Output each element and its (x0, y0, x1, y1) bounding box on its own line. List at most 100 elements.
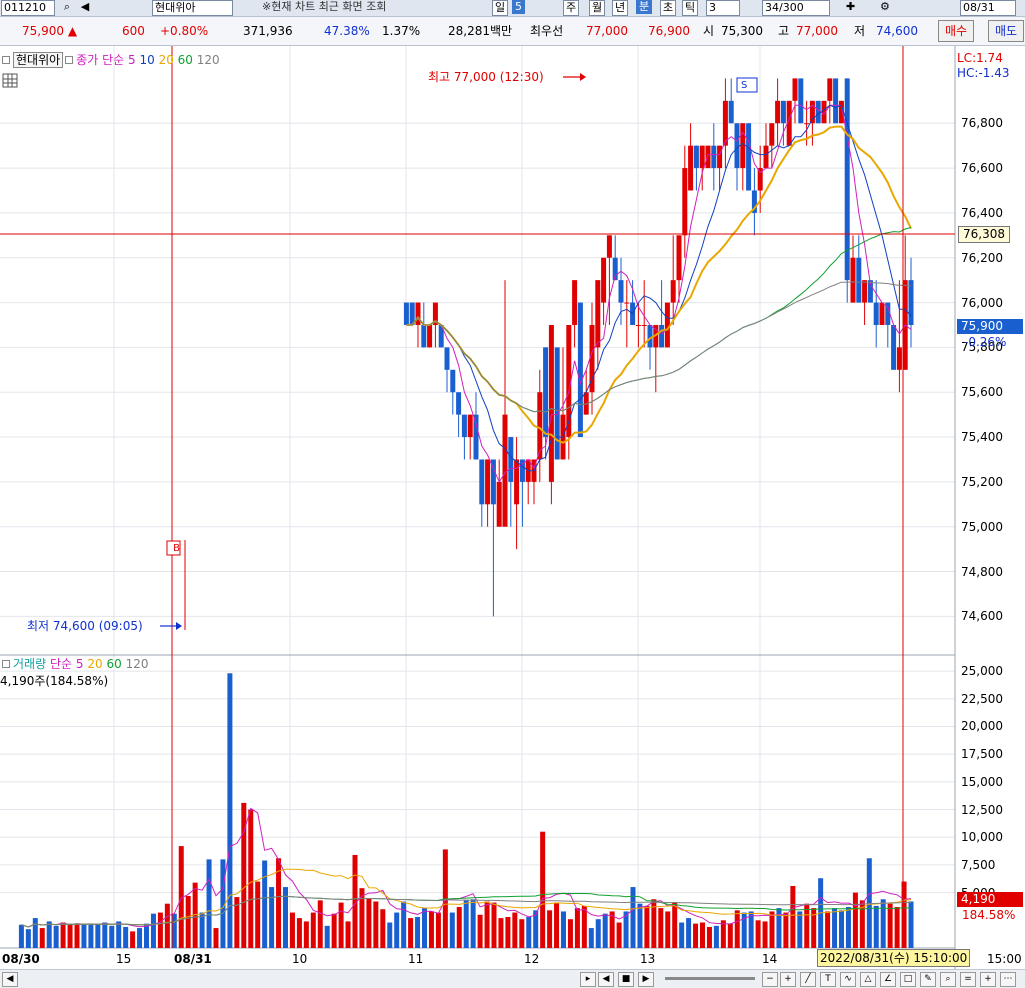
interval-input[interactable]: 3 (706, 0, 740, 16)
period-tab-month[interactable]: 월 (589, 0, 606, 16)
legend-ma20: 20 (158, 53, 174, 67)
volume-tick-label: 12,500 (961, 802, 1003, 817)
stop-icon[interactable]: ■ (618, 972, 634, 987)
scroll-slider[interactable] (665, 977, 755, 980)
scroll-left-icon[interactable]: ◀ (2, 972, 18, 987)
volume-bar (734, 910, 740, 948)
search-icon[interactable]: ⌕ (63, 0, 71, 13)
prev-stock-icon[interactable]: ◀ (80, 0, 90, 13)
first-page-icon[interactable]: ◀ (598, 972, 614, 987)
sell-button[interactable]: 매도 (988, 20, 1025, 42)
volume-bar (164, 903, 170, 948)
volume-readout: 4,190주(184.58%) (0, 674, 109, 688)
date-input[interactable]: 08/31 (960, 0, 1016, 16)
volume-bar (88, 924, 94, 948)
volume-bar (637, 903, 643, 948)
period-tab-second[interactable]: 초 (660, 0, 677, 16)
magnifier-icon[interactable]: ⌕ (940, 972, 956, 987)
shape-tool-icon[interactable]: □ (900, 972, 916, 987)
candle-body (664, 302, 670, 348)
candle-body (490, 459, 496, 505)
volume-legend: 거래량 단순 5 20 60 120 (0, 656, 148, 672)
volume-bar (693, 923, 699, 948)
time-tick-label: 14 (762, 952, 778, 966)
volume-bar (762, 921, 768, 948)
chart-options-icon[interactable] (2, 73, 18, 88)
candle-body (693, 145, 699, 169)
volume-bar (25, 929, 31, 948)
best-label: 최우선 (530, 24, 564, 38)
volume-bar (700, 922, 705, 948)
price-tick-label: 75,000 (961, 519, 1003, 534)
candle-body (833, 78, 839, 124)
current-volume-box: 4,190 (957, 892, 1023, 907)
candle-body (624, 302, 630, 304)
high-arrow-head (580, 73, 586, 81)
ratio-1: 47.38% (324, 24, 370, 38)
period-tab-5[interactable]: 5 (512, 0, 525, 14)
candle-body (659, 324, 665, 348)
ratio-2: 1.37% (382, 24, 421, 38)
volume-bar (651, 899, 657, 948)
period-tab-tick[interactable]: 틱 (682, 0, 699, 16)
price-tick-label: 75,200 (961, 474, 1003, 489)
step-back-icon[interactable]: ▸ (580, 972, 596, 987)
draw-line-icon[interactable]: ╱ (800, 972, 816, 987)
volume-bar (317, 900, 323, 948)
volume-bar (283, 887, 288, 948)
candle-body (473, 414, 479, 460)
candle-body (711, 145, 717, 169)
legend-stock-name[interactable]: 현대위아 (13, 52, 64, 68)
candle-body (502, 414, 508, 527)
volume-bar (463, 900, 469, 948)
range-input[interactable]: 34/300 (762, 0, 830, 16)
volume-bar (811, 908, 817, 948)
volume-bar (901, 881, 907, 948)
stock-code-input[interactable]: 011210 (1, 0, 55, 16)
candle-body (566, 324, 572, 438)
volume-bar (185, 895, 191, 948)
minus-icon[interactable]: = (960, 972, 976, 987)
volume-bar (394, 912, 400, 948)
stock-name-field[interactable]: 현대위아 (152, 0, 233, 16)
volume-bar (540, 831, 546, 948)
period-tab-week[interactable]: 주 (563, 0, 580, 16)
zoom-in-icon[interactable]: + (780, 972, 796, 987)
volume-bar (845, 907, 851, 948)
candle-body (798, 78, 804, 124)
zoom-out-icon[interactable]: − (762, 972, 778, 987)
volume-bar (852, 892, 858, 948)
chart-canvas[interactable] (0, 46, 1025, 969)
volume-bar (331, 913, 337, 948)
next-page-icon[interactable]: ▶ (638, 972, 654, 987)
crosshair-price-box: 76,308 (958, 226, 1010, 243)
buy-button[interactable]: 매수 (938, 20, 975, 42)
volume-bar (102, 922, 108, 948)
volume-bar (783, 912, 789, 948)
more-icon[interactable]: ⋯ (1000, 972, 1016, 987)
volume-ma5-line (21, 807, 912, 928)
candle-body (821, 100, 827, 124)
candle-body (543, 347, 549, 438)
period-tab-day[interactable]: 일 (492, 0, 509, 16)
fib-tool-icon[interactable]: △ (860, 972, 876, 987)
zoom-icon[interactable]: ✚ (846, 0, 856, 13)
volume-bar (456, 907, 462, 948)
buy-marker-label: B (173, 543, 180, 554)
price-tick-label: 76,600 (961, 161, 1003, 176)
period-tab-minute[interactable]: 분 (636, 0, 653, 14)
settings-icon[interactable]: ⚙ (880, 0, 890, 13)
plus-icon[interactable]: + (980, 972, 996, 987)
period-tab-year[interactable]: 년 (612, 0, 629, 16)
candle-body (537, 392, 543, 460)
volume-bar (581, 905, 587, 948)
edit-tool-icon[interactable]: ✎ (920, 972, 936, 987)
legend-square-icon (2, 55, 10, 64)
time-tick-label: 08/31 (174, 952, 212, 966)
volume-bar (380, 909, 386, 948)
hc-label: HC:-1.43 (957, 66, 1010, 80)
text-tool-icon[interactable]: T (820, 972, 836, 987)
pattern-tool-icon[interactable]: ∿ (840, 972, 856, 987)
angle-tool-icon[interactable]: ∠ (880, 972, 896, 987)
volume-bar (81, 923, 87, 948)
